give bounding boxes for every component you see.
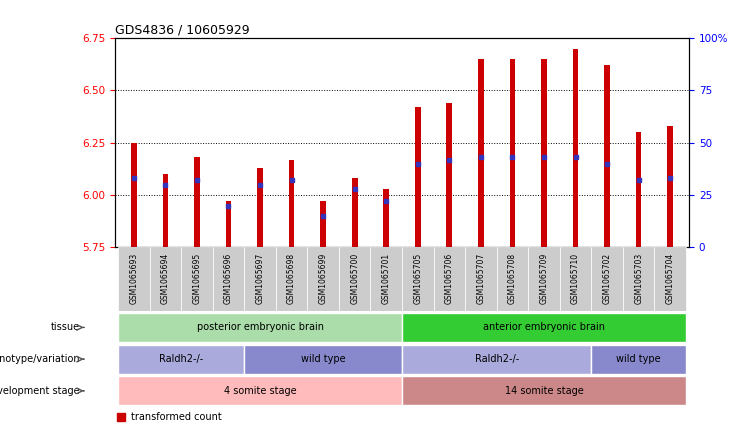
Text: GSM1065703: GSM1065703 [634, 253, 643, 304]
Text: GDS4836 / 10605929: GDS4836 / 10605929 [115, 24, 250, 37]
Text: transformed count: transformed count [130, 412, 222, 422]
Bar [654, 247, 686, 311]
Text: GSM1065704: GSM1065704 [665, 253, 675, 304]
Text: GSM1065699: GSM1065699 [319, 253, 328, 304]
Text: GSM1065697: GSM1065697 [256, 253, 265, 304]
Text: GSM1065698: GSM1065698 [287, 253, 296, 304]
Text: GSM1065709: GSM1065709 [539, 253, 548, 304]
Bar [433, 247, 465, 311]
Text: GSM1065706: GSM1065706 [445, 253, 453, 304]
Bar [636, 132, 642, 247]
Bar [478, 59, 484, 247]
Text: GSM1065707: GSM1065707 [476, 253, 485, 304]
Bar [162, 174, 168, 247]
Bar [591, 247, 623, 311]
Bar [510, 59, 515, 247]
Bar [604, 65, 610, 247]
Bar [257, 168, 263, 247]
Text: GSM1065694: GSM1065694 [161, 253, 170, 304]
Bar [339, 247, 370, 311]
Bar [465, 247, 496, 311]
Bar [118, 344, 245, 374]
Text: 14 somite stage: 14 somite stage [505, 386, 583, 396]
Bar [118, 247, 150, 311]
Bar [245, 247, 276, 311]
Text: Raldh2-/-: Raldh2-/- [474, 354, 519, 364]
Bar [559, 247, 591, 311]
Bar [225, 201, 231, 247]
Bar [402, 344, 591, 374]
Text: Raldh2-/-: Raldh2-/- [159, 354, 203, 364]
Text: tissue: tissue [51, 322, 80, 332]
Text: genotype/variation: genotype/variation [0, 354, 80, 364]
Text: development stage: development stage [0, 386, 80, 396]
Bar [320, 201, 326, 247]
Text: GSM1065693: GSM1065693 [129, 253, 139, 304]
Text: wild type: wild type [301, 354, 345, 364]
Bar [370, 247, 402, 311]
Bar [213, 247, 245, 311]
Text: 4 somite stage: 4 somite stage [224, 386, 296, 396]
Text: GSM1065701: GSM1065701 [382, 253, 391, 304]
Text: GSM1065695: GSM1065695 [193, 253, 202, 304]
Bar [308, 247, 339, 311]
Bar [447, 103, 452, 247]
Bar [591, 344, 686, 374]
Bar [194, 157, 200, 247]
Bar [352, 179, 357, 247]
Text: anterior embryonic brain: anterior embryonic brain [483, 322, 605, 332]
Bar [118, 376, 402, 406]
Bar [118, 313, 402, 342]
Bar [402, 313, 686, 342]
Bar [496, 247, 528, 311]
Bar [623, 247, 654, 311]
Bar [150, 247, 181, 311]
Text: GSM1065705: GSM1065705 [413, 253, 422, 304]
Text: GSM1065708: GSM1065708 [508, 253, 517, 304]
Bar [289, 159, 294, 247]
Text: GSM1065700: GSM1065700 [350, 253, 359, 304]
Text: GSM1065710: GSM1065710 [571, 253, 580, 304]
Text: GSM1065702: GSM1065702 [602, 253, 611, 304]
Text: posterior embryonic brain: posterior embryonic brain [196, 322, 324, 332]
Text: GSM1065696: GSM1065696 [224, 253, 233, 304]
Bar [245, 344, 402, 374]
Bar [276, 247, 308, 311]
Bar [573, 49, 579, 247]
Text: wild type: wild type [617, 354, 661, 364]
Bar [383, 189, 389, 247]
Bar [541, 59, 547, 247]
Bar [528, 247, 559, 311]
Bar [402, 376, 686, 406]
Bar [402, 247, 433, 311]
Bar [668, 126, 673, 247]
Bar [181, 247, 213, 311]
Bar [131, 143, 136, 247]
Bar [415, 107, 421, 247]
